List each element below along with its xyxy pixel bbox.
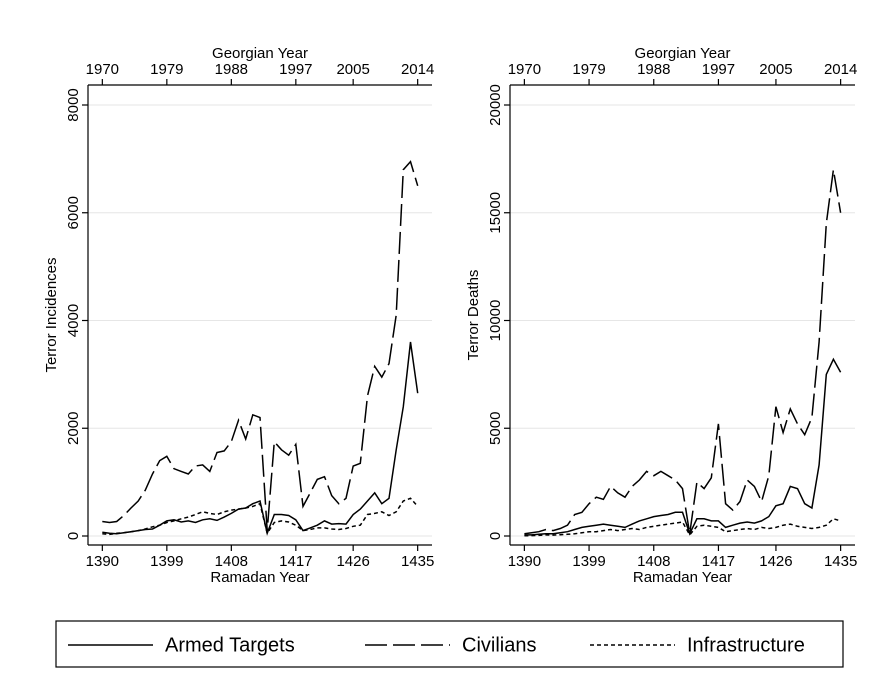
x2-axis-label: Georgian Year [212,45,308,62]
x2-tick-label: 1997 [702,61,735,78]
series-line [102,160,419,531]
y-tick-label: 0 [487,532,504,540]
x2-tick-label: 2014 [824,61,857,78]
x-tick-label: 1399 [572,553,605,570]
x-tick-label: 1417 [702,553,735,570]
y-tick-label: 2000 [65,412,82,445]
x2-tick-label: 1970 [86,61,119,78]
x-tick-label: 1426 [336,553,369,570]
x-tick-label: 1417 [279,553,312,570]
x2-axis-label: Georgian Year [635,45,731,62]
x2-tick-label: 2005 [336,61,369,78]
y-tick-label: 0 [65,532,82,540]
legend-box [55,620,844,668]
x2-tick-label: 1979 [150,61,183,78]
x-tick-label: 1390 [86,553,119,570]
x-tick-label: 1426 [759,553,792,570]
y-tick-label: 5000 [487,412,504,445]
x2-tick-label: 1988 [637,61,670,78]
legend-label: Infrastructure [687,634,805,656]
x2-tick-label: 2014 [401,61,434,78]
y-tick-label: 4000 [65,304,82,337]
y-tick-label: 15000 [487,192,504,234]
legend-label: Armed Targets [165,634,295,656]
x-tick-label: 1435 [401,553,434,570]
y-axis-label: Terror Incidences [43,257,60,372]
x2-tick-label: 1997 [279,61,312,78]
legend-label: Civilians [462,634,536,656]
y-tick-label: 10000 [487,300,504,342]
series-line [102,341,419,536]
y-tick-label: 8000 [65,88,82,121]
y-tick-label: 20000 [487,84,504,126]
y-axis-label: Terror Deaths [465,270,482,361]
x2-tick-label: 1979 [572,61,605,78]
x-axis-label: Ramadan Year [210,569,309,586]
x-tick-label: 1408 [637,553,670,570]
x2-tick-label: 1970 [508,61,541,78]
x-axis-label: Ramadan Year [633,569,732,586]
series-line [524,169,842,535]
x-tick-label: 1408 [215,553,248,570]
series-line [524,357,842,536]
x2-tick-label: 1988 [215,61,248,78]
x2-tick-label: 2005 [759,61,792,78]
series-line [102,497,419,536]
x-tick-label: 1435 [824,553,857,570]
x-tick-label: 1390 [508,553,541,570]
y-tick-label: 6000 [65,196,82,229]
x-tick-label: 1399 [150,553,183,570]
series-line [524,517,841,537]
